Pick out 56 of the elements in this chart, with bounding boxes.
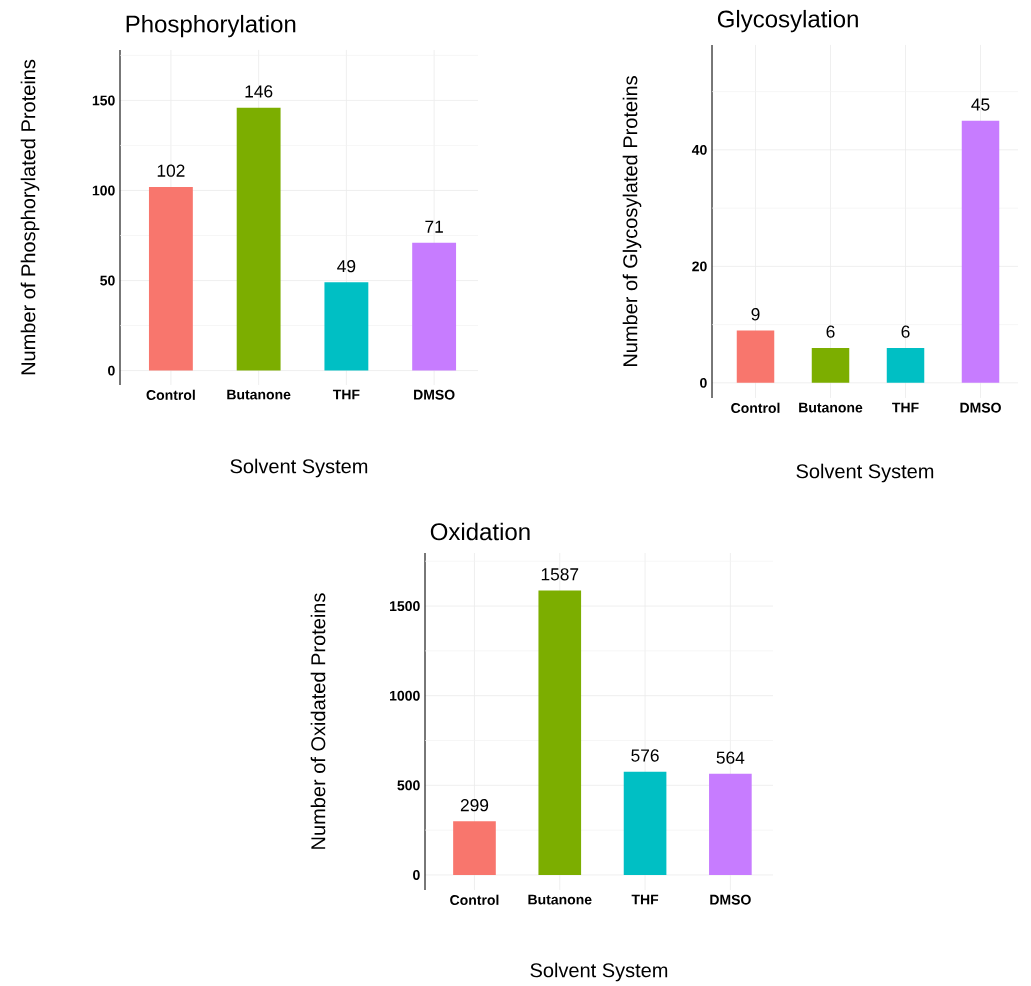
y-tick-label: 50 (100, 275, 115, 286)
bar (961, 120, 1000, 383)
data-label: 564 (716, 751, 745, 764)
data-label: 1587 (541, 568, 579, 581)
x-tick-label: Control (450, 894, 499, 905)
chart-title: Glycosylation (717, 9, 858, 33)
y-axis-title: Number of Glycosylated Proteins (622, 76, 642, 367)
bar (324, 282, 369, 371)
data-label: 576 (631, 749, 659, 762)
y-tick-label: 40 (691, 144, 707, 155)
x-axis-title: Solvent System (230, 458, 368, 478)
bar (412, 242, 457, 371)
bar (623, 771, 667, 875)
x-tick-label: THF (892, 402, 919, 413)
data-label: 71 (425, 220, 443, 233)
bar (886, 347, 925, 383)
bar (538, 590, 582, 875)
bar (453, 821, 496, 875)
bar (736, 330, 775, 383)
data-label: 299 (460, 799, 489, 812)
x-tick-label: Control (731, 402, 780, 413)
data-label: 9 (751, 308, 760, 321)
x-axis-title: Solvent System (796, 463, 934, 483)
chart-title: Phosphorylation (126, 14, 296, 38)
x-tick-label: DMSO (710, 894, 751, 905)
y-tick-label: 0 (108, 365, 115, 376)
y-tick-label: 0 (700, 377, 707, 388)
bar (811, 347, 850, 383)
y-tick-label: 1000 (390, 690, 420, 701)
x-tick-label: DMSO (414, 389, 455, 400)
y-axis-title: Number of Oxidated Proteins (310, 593, 326, 849)
bar (236, 107, 281, 371)
data-label: 102 (157, 164, 185, 177)
x-tick-label: DMSO (960, 402, 1001, 413)
data-label: 6 (826, 325, 835, 338)
data-label: 45 (971, 98, 990, 111)
x-tick-label: Butanone (227, 389, 291, 400)
y-tick-label: 100 (92, 185, 115, 196)
data-label: 49 (337, 260, 356, 273)
x-axis-title: Solvent System (530, 962, 668, 982)
x-tick-label: THF (332, 389, 360, 400)
x-tick-label: Butanone (799, 402, 863, 413)
x-tick-label: THF (631, 894, 659, 905)
y-tick-label: 20 (692, 261, 707, 272)
y-axis-title: Number of Phosphorylated Proteins (20, 59, 40, 375)
data-label: 146 (245, 85, 273, 98)
chart-title: Oxidation (430, 522, 530, 541)
x-tick-label: Butanone (528, 894, 592, 905)
bar (709, 773, 752, 875)
y-tick-label: 1500 (390, 601, 420, 612)
y-tick-label: 150 (92, 95, 115, 106)
y-tick-label: 500 (397, 780, 420, 791)
data-label: 6 (901, 325, 910, 338)
x-tick-label: Control (146, 389, 195, 400)
y-tick-label: 0 (413, 870, 420, 880)
bar (148, 186, 193, 371)
